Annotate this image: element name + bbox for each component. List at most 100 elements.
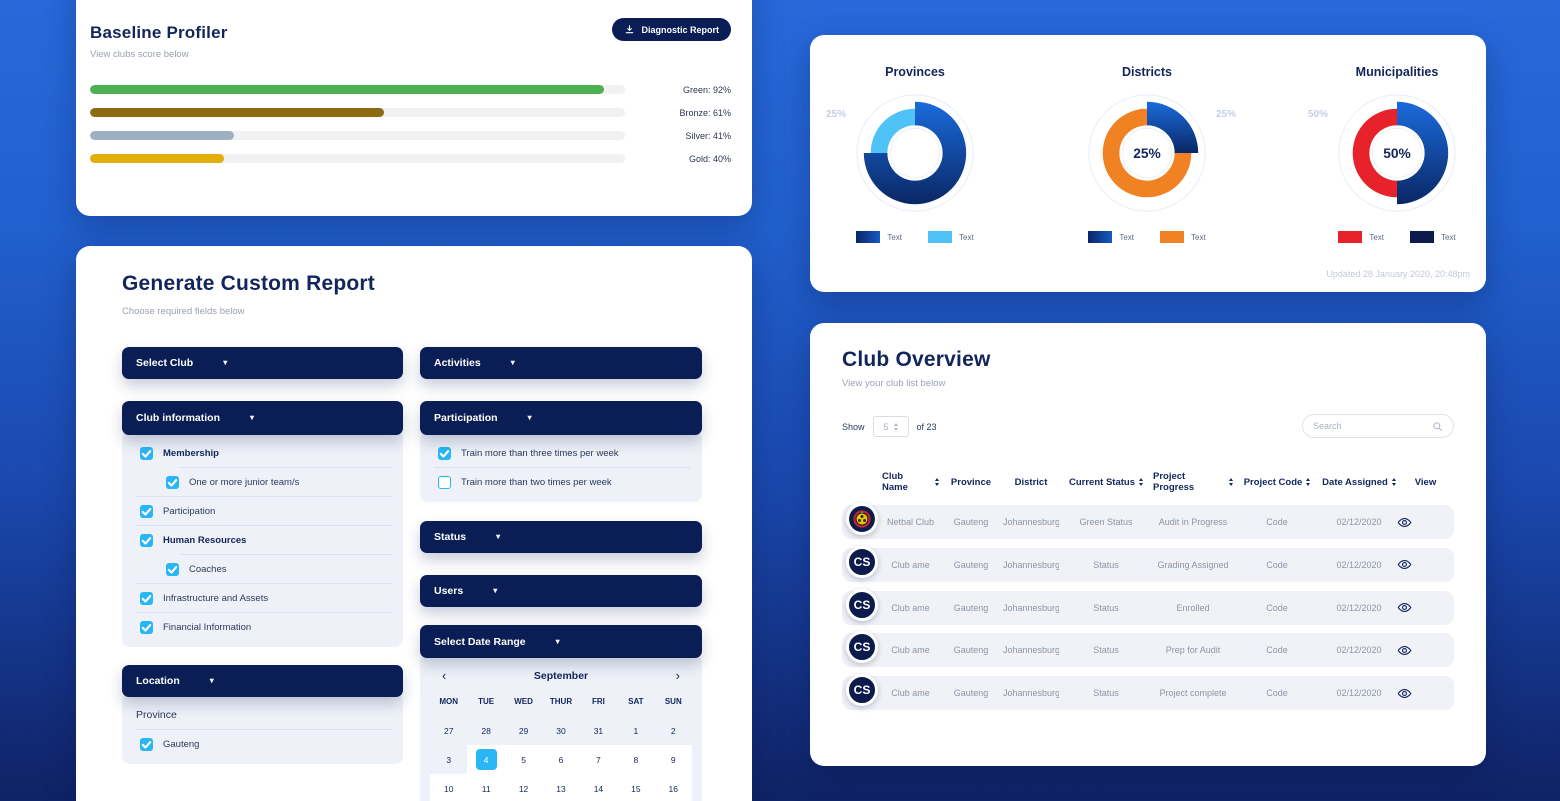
column-header-current-status[interactable]: Current Status [1059, 471, 1153, 493]
calendar-day[interactable]: 6 [542, 745, 580, 774]
club-information-dropdown[interactable]: Club information ▾ [122, 401, 403, 435]
unchecked-checkbox[interactable] [438, 475, 451, 489]
calendar-day[interactable]: 2 [670, 725, 676, 736]
cell-current-status: Status [1093, 602, 1119, 613]
selected-day-pill: 4 [475, 749, 497, 770]
column-header-date-assigned[interactable]: Date Assigned [1321, 471, 1397, 493]
cell-club-name: Club ame [891, 688, 930, 699]
view-eye-button[interactable] [1397, 557, 1412, 572]
baseline-profiler-title: Baseline Profiler [90, 23, 228, 42]
users-label: Users [434, 585, 464, 597]
table-row: CS Club ame Gauteng Johannesburg Status Enrol… [842, 588, 1454, 625]
checked-checkbox[interactable] [140, 620, 153, 634]
calendar-month-label: September [533, 669, 589, 682]
donut-chart-provinces: Provinces 25% Text Text [820, 35, 1010, 292]
progress-bar-track [90, 108, 625, 117]
checklist-item-label: One or more junior team/s [189, 476, 300, 488]
checked-checkbox[interactable] [438, 446, 451, 460]
checked-checkbox[interactable] [140, 591, 153, 605]
sort-arrows-icon [1229, 478, 1233, 486]
cell-date-assigned: 02/12/2020 [1336, 645, 1382, 656]
calendar-day[interactable]: 31 [593, 725, 604, 736]
calendar-day[interactable]: 8 [617, 745, 655, 774]
view-cell [1397, 515, 1454, 530]
checked-checkbox[interactable] [166, 475, 179, 489]
progress-bar-track [90, 131, 625, 140]
column-header-club-name[interactable]: Club Name [882, 471, 939, 493]
show-count-value: 5 [883, 421, 889, 432]
calendar-day[interactable]: 7 [579, 745, 618, 774]
cell-district: Johannesburg [1003, 602, 1059, 613]
checklist-item: Gauteng [122, 730, 403, 758]
checked-checkbox[interactable] [166, 562, 179, 576]
legend-swatch [1088, 231, 1113, 243]
calendar-day-selected[interactable]: 4 [467, 745, 505, 774]
participation-dropdown[interactable]: Participation ▾ [420, 401, 702, 435]
custom-report-title: Generate Custom Report [122, 272, 375, 295]
checklist-item: Train more than two times per week [420, 468, 702, 496]
checklist-item-label: Membership [163, 447, 219, 459]
calendar-next-button[interactable]: › [675, 668, 680, 683]
calendar-weekday-label: FRI [591, 697, 605, 706]
legend-swatch [856, 231, 881, 243]
calendar-day[interactable]: 15 [617, 774, 655, 801]
column-header-project-code[interactable]: Project Code [1233, 471, 1321, 493]
view-eye-button[interactable] [1397, 600, 1412, 615]
location-label: Location [136, 675, 180, 687]
select-club-dropdown[interactable]: Select Club ▾ [122, 347, 403, 379]
calendar-prev-button[interactable]: ‹ [442, 668, 447, 683]
checked-checkbox[interactable] [140, 737, 153, 751]
view-eye-button[interactable] [1397, 643, 1412, 658]
calendar-day[interactable]: 10 [430, 774, 468, 801]
calendar-day[interactable]: 28 [481, 725, 491, 736]
calendar-day[interactable]: 29 [518, 725, 529, 736]
legend-label: Text [1191, 232, 1206, 242]
calendar-day[interactable]: 9 [654, 745, 692, 774]
show-count-stepper[interactable]: 5 [872, 416, 909, 437]
calendar-day[interactable]: 16 [654, 774, 692, 801]
users-dropdown[interactable]: Users ▾ [420, 575, 702, 607]
column-header-label: District [1014, 476, 1048, 488]
calendar-day[interactable]: 5 [504, 745, 543, 774]
diagnostic-report-button[interactable]: Diagnostic Report [612, 18, 731, 41]
calendar-day[interactable]: 12 [504, 774, 543, 801]
chart-legend: Text Text [1052, 231, 1242, 243]
calendar-day[interactable]: 11 [467, 774, 505, 801]
calendar-day[interactable]: 27 [443, 725, 454, 736]
chevron-down-icon: ▾ [555, 636, 560, 646]
cell-project-code: Code [1266, 517, 1288, 527]
table-row: CS Club ame Gauteng Johannesburg Status Proje… [842, 674, 1454, 711]
cell-date-assigned: 02/12/2020 [1336, 688, 1382, 699]
checked-checkbox[interactable] [140, 504, 153, 518]
checklist-item-label: Participation [163, 505, 216, 517]
search-input[interactable] [1313, 421, 1432, 431]
chevron-down-icon: ▾ [493, 586, 498, 595]
date-range-dropdown[interactable]: Select Date Range ▾ [420, 625, 702, 658]
column-header-project-progress[interactable]: Project Progress [1153, 471, 1233, 493]
status-dropdown[interactable]: Status ▾ [420, 521, 702, 553]
calendar-day[interactable]: 30 [556, 725, 566, 736]
chevron-down-icon: ▾ [496, 532, 501, 541]
legend-label: Text [887, 232, 902, 242]
generate-custom-report-card: Generate Custom Report Choose required f… [76, 246, 752, 801]
stepper-arrows-icon[interactable] [893, 422, 898, 431]
calendar-days: 27 28 29 30 31 1 2 3 4 5 6 7 8 9 10 11 12 13 14 15 16 [430, 716, 692, 801]
view-eye-button[interactable] [1397, 515, 1412, 530]
calendar-day[interactable]: 3 [446, 754, 452, 765]
checklist-item: Infrastructure and Assets [122, 584, 403, 612]
checked-checkbox[interactable] [140, 533, 153, 547]
calendar-day[interactable]: 14 [579, 774, 618, 801]
table-row: CS Club ame Gauteng Johannesburg Status Prep … [842, 631, 1454, 668]
calendar-day[interactable]: 1 [633, 725, 639, 736]
view-eye-button[interactable] [1397, 686, 1412, 701]
donut-outside-label: 25% [1215, 109, 1236, 120]
cell-project-progress: Enrolled [1176, 602, 1210, 613]
cell-date-assigned: 02/12/2020 [1336, 602, 1382, 613]
legend-swatch [1410, 231, 1434, 243]
checked-checkbox[interactable] [140, 446, 153, 460]
table-row: CS Club ame Gauteng Johannesburg Status Gradi… [842, 545, 1454, 582]
location-dropdown[interactable]: Location ▾ [122, 665, 403, 697]
progress-bar-fill-green [90, 85, 604, 94]
activities-dropdown[interactable]: Activities ▾ [420, 347, 702, 379]
calendar-day[interactable]: 13 [542, 774, 580, 801]
